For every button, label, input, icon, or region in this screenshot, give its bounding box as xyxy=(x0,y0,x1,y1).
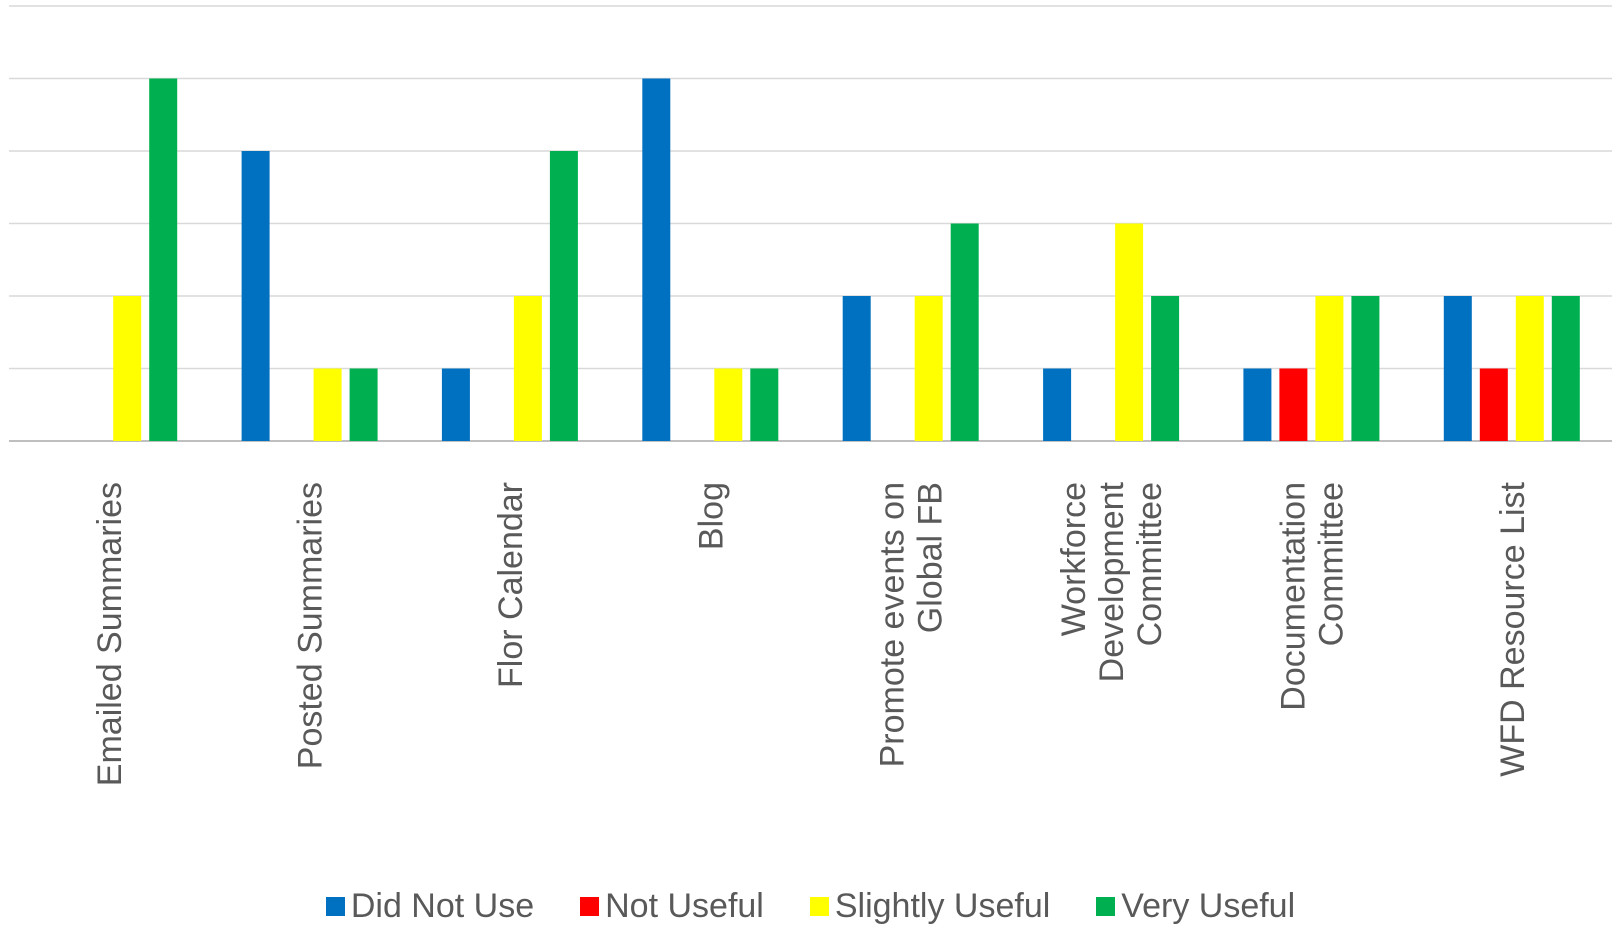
bar-very-useful xyxy=(1551,296,1580,441)
bar-slightly-useful xyxy=(714,368,743,441)
category-label-line: Committee xyxy=(1131,482,1169,646)
gridlines xyxy=(9,5,1612,442)
bar-did-not-use xyxy=(642,78,671,441)
bar-slightly-useful xyxy=(1515,296,1544,441)
category-label: Emailed Summaries xyxy=(91,482,129,786)
category-label: DocumentationCommittee xyxy=(1274,482,1350,711)
category-label: Blog xyxy=(692,482,730,550)
legend-label: Did Not Use xyxy=(350,886,535,925)
category-label-line: Development xyxy=(1093,481,1131,682)
category-label: WFD Resource List xyxy=(1494,481,1532,776)
category-label-line: WFD Resource List xyxy=(1494,481,1532,776)
bar-very-useful xyxy=(1151,296,1180,441)
legend-swatch xyxy=(325,896,345,916)
bar-did-not-use xyxy=(1443,296,1472,441)
legend-label: Very Useful xyxy=(1121,886,1296,925)
category-label-line: Workforce xyxy=(1055,482,1093,636)
bar-slightly-useful xyxy=(113,296,142,441)
category-label-line: Blog xyxy=(692,482,730,550)
bar-very-useful xyxy=(349,368,378,441)
legend-item: Not Useful xyxy=(580,887,764,926)
bar-very-useful xyxy=(149,78,178,441)
bar-slightly-useful xyxy=(914,296,943,441)
category-labels: Emailed Summaries Posted Summaries Flor Ca… xyxy=(91,481,1532,786)
category-label-line: Committee xyxy=(1312,482,1350,646)
legend-item: Very Useful xyxy=(1096,887,1295,926)
bar-very-useful xyxy=(750,368,779,441)
bar-slightly-useful xyxy=(513,296,542,441)
legend: Did Not Use Not Useful Slightly Useful Very… xyxy=(0,884,1621,928)
bar-not-useful xyxy=(1279,368,1308,441)
bar-did-not-use xyxy=(842,296,871,441)
legend-item: Did Not Use xyxy=(325,886,535,926)
bar-slightly-useful xyxy=(313,368,342,441)
category-label-line: Flor Calendar xyxy=(492,482,530,688)
category-label-line: Promote events on xyxy=(874,482,912,767)
category-label-line: Posted Summaries xyxy=(292,482,330,769)
bar-not-useful xyxy=(1479,368,1508,441)
category-label-line: Global FB xyxy=(912,482,950,633)
bar-slightly-useful xyxy=(1115,223,1144,441)
category-label: WorkforceDevelopmentCommittee xyxy=(1055,481,1169,682)
legend-swatch xyxy=(580,896,600,916)
bar-did-not-use xyxy=(241,151,270,441)
bar-slightly-useful xyxy=(1315,296,1344,441)
category-label: Flor Calendar xyxy=(492,482,530,688)
category-label-line: Documentation xyxy=(1274,482,1312,711)
category-label: Posted Summaries xyxy=(292,482,330,769)
legend-label: Not Useful xyxy=(605,886,764,925)
category-label-line: Emailed Summaries xyxy=(91,482,129,786)
bar-did-not-use xyxy=(1243,368,1272,441)
bar-very-useful xyxy=(950,223,979,441)
bar-very-useful xyxy=(549,151,578,441)
bars xyxy=(113,78,1580,441)
bar-did-not-use xyxy=(441,368,470,441)
legend-label: Slightly Useful xyxy=(834,886,1051,925)
bar-did-not-use xyxy=(1043,368,1072,441)
category-label: Promote events onGlobal FB xyxy=(874,482,950,767)
legend-swatch xyxy=(809,896,829,916)
bar-very-useful xyxy=(1351,296,1380,441)
legend-item: Slightly Useful xyxy=(809,886,1051,926)
legend-swatch xyxy=(1096,896,1116,916)
